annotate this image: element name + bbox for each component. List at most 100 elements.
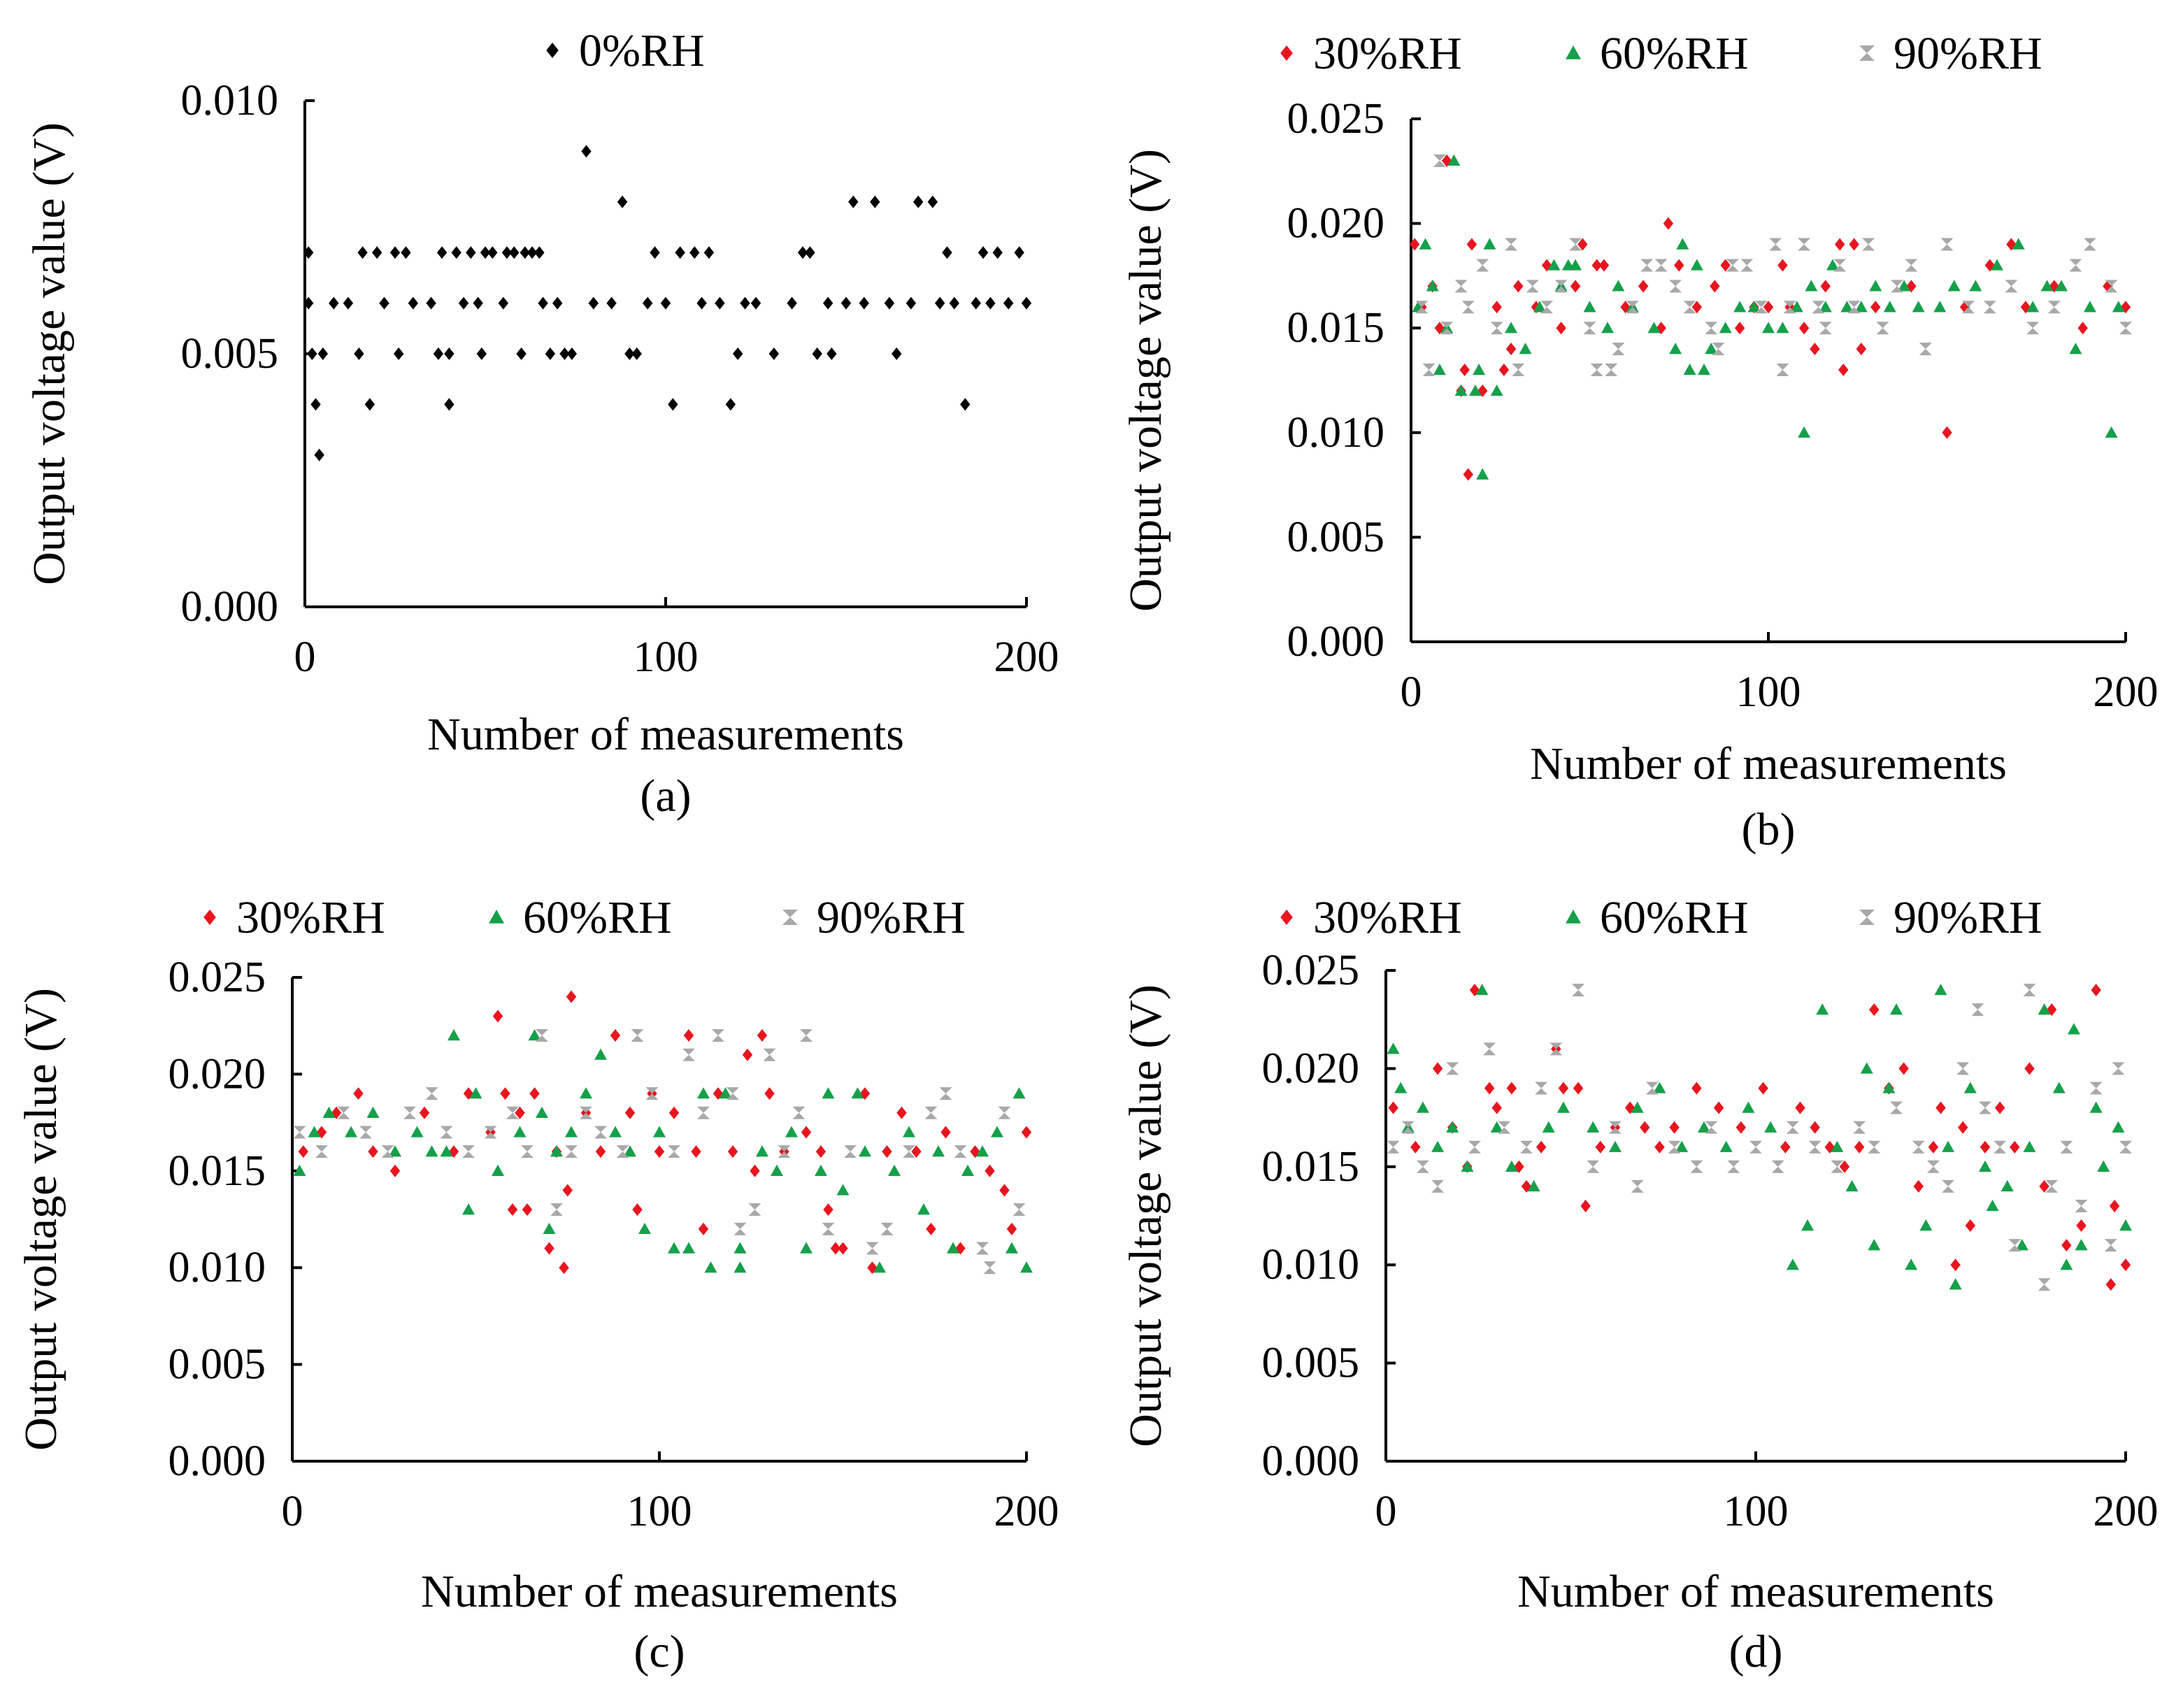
legend-marker-rh60 <box>1566 45 1581 59</box>
data-point <box>1812 301 1825 314</box>
data-point <box>859 1145 871 1157</box>
data-point <box>1856 343 1867 356</box>
y-tick-label: 0.010 <box>1262 1241 1360 1289</box>
data-point <box>492 1010 503 1023</box>
data-point <box>991 1126 1003 1138</box>
data-point <box>1691 1082 1702 1095</box>
data-point <box>451 246 461 259</box>
data-point <box>426 296 436 310</box>
data-point <box>1742 1101 1755 1113</box>
data-point <box>1720 259 1731 272</box>
data-point <box>650 246 660 259</box>
data-point <box>1847 301 1861 314</box>
panel-caption: (a) <box>640 770 691 821</box>
panel-caption: (c) <box>634 1626 685 1677</box>
y-tick-label: 0.025 <box>1287 95 1385 143</box>
data-point <box>1447 154 1461 166</box>
data-point <box>1490 384 1503 396</box>
series-rh60 <box>293 1029 1033 1273</box>
data-point <box>815 1145 826 1158</box>
x-tick-label: 100 <box>1736 668 1801 716</box>
data-point <box>562 1184 573 1197</box>
data-point <box>580 1087 592 1099</box>
data-point <box>704 1261 717 1273</box>
y-tick-label: 0.000 <box>181 583 279 631</box>
data-point <box>1431 1140 1445 1152</box>
data-point <box>2024 1062 2035 1075</box>
y-tick-label: 0.000 <box>1287 618 1385 666</box>
data-point <box>2012 238 2025 250</box>
data-point <box>1740 259 1754 272</box>
data-point <box>2105 280 2118 293</box>
data-point <box>410 1126 424 1138</box>
data-point <box>998 1106 1011 1119</box>
data-point <box>884 296 895 310</box>
data-point <box>682 1242 695 1254</box>
data-point <box>859 296 869 310</box>
y-tick-label: 0.005 <box>169 1341 266 1388</box>
y-tick-label: 0.020 <box>1262 1045 1360 1092</box>
data-point <box>1521 1179 1532 1193</box>
data-point <box>2112 301 2125 313</box>
data-point <box>703 246 715 259</box>
data-point <box>1947 280 1961 292</box>
data-point <box>2060 1140 2073 1154</box>
data-point <box>1769 238 1782 251</box>
data-point <box>1583 301 1596 313</box>
data-point <box>1860 1062 1873 1074</box>
y-tick-label: 0.015 <box>169 1147 266 1195</box>
data-point <box>1719 322 1732 333</box>
data-point <box>1653 1082 1666 1093</box>
series-rh60 <box>1387 984 2132 1290</box>
data-point <box>1415 301 1429 314</box>
legend-marker-rh0 <box>546 43 559 58</box>
x-tick-label: 100 <box>1724 1488 1789 1535</box>
data-point <box>1542 1121 1555 1133</box>
y-tick-label: 0.025 <box>1262 947 1360 994</box>
data-point <box>1853 1121 1866 1134</box>
data-point <box>366 1106 380 1118</box>
data-point <box>696 296 707 310</box>
data-point <box>466 246 476 259</box>
data-point <box>906 296 917 310</box>
data-point <box>1577 238 1588 251</box>
data-point <box>940 1126 951 1139</box>
data-point <box>1786 1258 1799 1270</box>
data-point <box>1387 1042 1400 1054</box>
data-point <box>2112 1121 2125 1133</box>
data-point <box>1705 322 1718 335</box>
data-point <box>1638 280 1649 293</box>
data-point <box>425 1087 438 1100</box>
y-tick-label: 0.005 <box>1262 1340 1360 1387</box>
legend-marker-rh60 <box>489 910 504 924</box>
data-point <box>559 347 570 360</box>
data-point <box>1498 1121 1511 1134</box>
data-point <box>822 1087 835 1099</box>
legend-label-rh30: 30%RH <box>1313 892 1462 943</box>
data-point <box>440 1126 453 1139</box>
data-point <box>812 347 822 360</box>
data-point <box>500 1087 510 1100</box>
data-point <box>476 347 487 360</box>
data-point <box>983 1261 996 1275</box>
data-point <box>2119 1219 2132 1231</box>
data-point <box>1669 1121 1680 1134</box>
data-point <box>787 296 797 310</box>
data-point <box>1605 364 1618 377</box>
data-point <box>1556 322 1566 335</box>
data-point <box>552 296 563 310</box>
data-point <box>805 246 815 259</box>
data-point <box>999 1184 1010 1197</box>
data-point <box>1883 301 1896 313</box>
data-point <box>484 1126 497 1139</box>
panel-caption: (d) <box>1729 1626 1783 1677</box>
data-point <box>315 1145 328 1158</box>
data-point <box>1905 259 1918 272</box>
data-point <box>911 1145 922 1158</box>
data-point <box>1483 1042 1496 1056</box>
series-rh90 <box>1387 984 2132 1291</box>
data-point <box>1898 280 1911 292</box>
legend-marker-rh60 <box>1566 910 1581 924</box>
y-tick-label: 0.020 <box>1287 200 1385 247</box>
data-point <box>1980 1140 1991 1154</box>
